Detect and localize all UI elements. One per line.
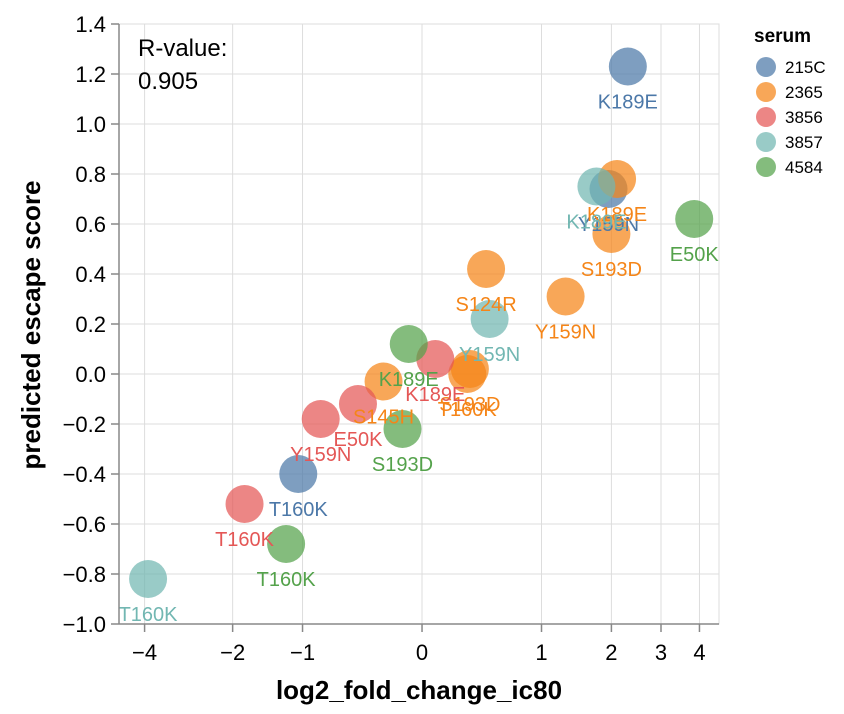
x-tick-label: −1 bbox=[290, 640, 315, 665]
point-label: S193D bbox=[439, 394, 500, 416]
legend-entry-label: 215C bbox=[785, 58, 826, 77]
y-tick-label: −0.6 bbox=[63, 512, 106, 537]
data-point bbox=[301, 400, 340, 438]
point-label: T160K bbox=[215, 529, 275, 551]
point-label: T160K bbox=[438, 399, 498, 421]
grid bbox=[119, 23, 719, 625]
data-point bbox=[675, 200, 714, 238]
point-label: E50K bbox=[670, 244, 720, 266]
point-label: Y159N bbox=[578, 214, 639, 236]
legend-entry-label: 3856 bbox=[785, 108, 823, 127]
point-label: Y159N bbox=[459, 344, 520, 366]
data-point bbox=[546, 277, 585, 316]
point-label: Y159N bbox=[290, 444, 351, 466]
y-tick-label: −0.4 bbox=[63, 462, 106, 487]
data-point bbox=[608, 47, 647, 86]
x-tick-label: −2 bbox=[220, 640, 245, 665]
y-tick-label: −1.0 bbox=[63, 612, 106, 637]
data-point bbox=[129, 560, 168, 598]
y-tick-label: 0.8 bbox=[75, 162, 106, 187]
data-point bbox=[467, 250, 506, 288]
x-tick-label: 2 bbox=[605, 640, 617, 665]
point-label: T160K bbox=[269, 499, 329, 521]
point-label: K189E bbox=[379, 369, 439, 391]
r-value-label: R-value: bbox=[138, 35, 227, 62]
y-tick-label: 1.4 bbox=[75, 12, 106, 37]
point-label: Y159N bbox=[535, 322, 596, 344]
data-point bbox=[267, 525, 306, 563]
legend-swatch bbox=[756, 57, 776, 77]
y-axis: −1.0 −0.8 −0.6 −0.4 −0.2 0.0 0.2 0.4 0.6 0.8 1.0 1.… bbox=[63, 12, 120, 637]
data-point bbox=[338, 385, 377, 423]
y-tick-label: −0.8 bbox=[63, 562, 106, 587]
data-point bbox=[389, 325, 428, 363]
y-tick-label: 0.6 bbox=[75, 212, 106, 237]
data-point bbox=[592, 215, 631, 253]
point-label: T160K bbox=[257, 569, 317, 591]
legend-entry-label: 2365 bbox=[785, 83, 823, 102]
legend-entry-label: 3857 bbox=[785, 133, 823, 152]
point-label: K189E bbox=[598, 92, 658, 114]
legend-swatch bbox=[756, 132, 776, 152]
x-axis: −4 −2 −1 0 1 2 3 4 bbox=[119, 623, 719, 665]
data-point bbox=[383, 410, 422, 448]
point-label: S124R bbox=[455, 294, 516, 316]
point-label: E50K bbox=[334, 429, 384, 451]
legend: serum 215C 2365 3856 3857 4584 bbox=[754, 26, 826, 177]
legend-swatch bbox=[756, 157, 776, 177]
point-label: S193D bbox=[581, 259, 642, 281]
point-label: S145H bbox=[353, 407, 414, 429]
point-label: K189E bbox=[405, 384, 465, 406]
y-tick-label: 1.0 bbox=[75, 112, 106, 137]
point-labels: K189EY159NT160KK189ES193DS124RY159NS193D… bbox=[119, 92, 720, 627]
x-tick-label: 0 bbox=[416, 640, 428, 665]
point-label: T160K bbox=[119, 604, 179, 626]
x-tick-label: 1 bbox=[535, 640, 547, 665]
data-point bbox=[364, 362, 403, 401]
x-tick-label: 3 bbox=[655, 640, 667, 665]
x-tick-label: 4 bbox=[693, 640, 705, 665]
legend-title: serum bbox=[754, 26, 811, 47]
y-tick-label: 0.4 bbox=[75, 262, 106, 287]
y-axis-title: predicted escape score bbox=[16, 180, 46, 469]
data-points bbox=[129, 47, 714, 598]
data-point bbox=[448, 355, 487, 393]
x-axis-title: log2_fold_change_ic80 bbox=[276, 675, 562, 705]
legend-swatch bbox=[756, 82, 776, 102]
legend-swatch bbox=[756, 107, 776, 127]
y-tick-label: −0.2 bbox=[63, 412, 106, 437]
point-label: S193D bbox=[372, 454, 433, 476]
data-point bbox=[470, 300, 509, 338]
point-label: K189E bbox=[587, 204, 647, 226]
point-label: K189E bbox=[566, 212, 626, 234]
data-point bbox=[577, 167, 616, 206]
data-point bbox=[225, 485, 264, 523]
y-tick-label: 0.2 bbox=[75, 312, 106, 337]
legend-entry-label: 4584 bbox=[785, 158, 823, 177]
y-tick-label: 0.0 bbox=[75, 362, 106, 387]
r-value: 0.905 bbox=[138, 68, 198, 95]
x-tick-label: −4 bbox=[132, 640, 157, 665]
y-tick-label: 1.2 bbox=[75, 62, 106, 87]
data-point bbox=[279, 455, 318, 493]
